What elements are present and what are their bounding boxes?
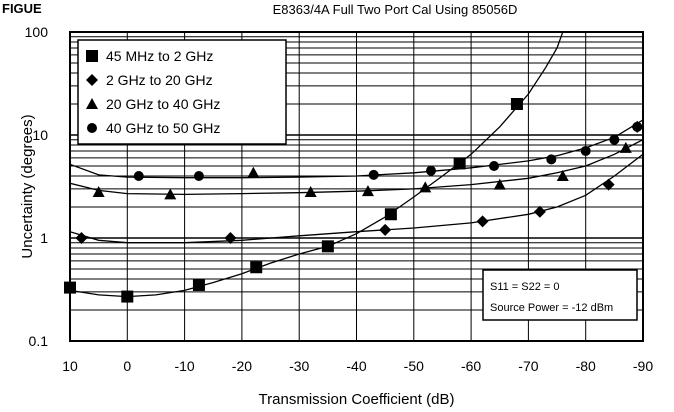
plot-frame bbox=[69, 31, 644, 342]
y-tick-label: 1 bbox=[40, 230, 48, 246]
data-point-circle bbox=[580, 145, 591, 156]
figure-corner-label: FIGUE bbox=[2, 1, 42, 16]
x-tick-label: -40 bbox=[346, 358, 366, 374]
x-tick-label: -50 bbox=[404, 358, 424, 374]
data-point-diamond bbox=[533, 205, 546, 218]
series-curve-2 bbox=[70, 139, 643, 196]
legend-entry-label: 2 GHz to 20 GHz bbox=[106, 72, 213, 88]
data-point-square bbox=[510, 97, 523, 110]
y-axis-ticks: 0.1 1 10 100 bbox=[25, 24, 49, 349]
data-point-circle bbox=[489, 161, 500, 172]
data-point-circle bbox=[193, 170, 204, 181]
data-point-diamond bbox=[602, 178, 615, 191]
x-tick-label: -20 bbox=[232, 358, 252, 374]
data-point-square bbox=[64, 281, 76, 294]
legend-box bbox=[77, 39, 287, 145]
data-point-diamond bbox=[224, 232, 237, 244]
data-point-triangle bbox=[247, 166, 260, 178]
data-point-diamond bbox=[75, 232, 88, 244]
data-point-triangle bbox=[304, 185, 317, 197]
x-tick-label: -90 bbox=[633, 358, 653, 374]
data-point-circle bbox=[368, 169, 379, 180]
x-tick-label: -30 bbox=[289, 358, 309, 374]
x-tick-label: -10 bbox=[174, 358, 194, 374]
x-tick-label: 10 bbox=[62, 358, 78, 374]
annotation-box: S11 = S22 = 0 Source Power = -12 dBm bbox=[482, 269, 638, 321]
x-tick-label: 0 bbox=[123, 358, 131, 374]
x-tick-label: -80 bbox=[576, 358, 596, 374]
legend-marker-circle bbox=[87, 123, 97, 133]
x-axis-title: Transmission Coefficient (dB) bbox=[259, 391, 455, 408]
annotation-line-power: Source Power = -12 dBm bbox=[490, 302, 613, 314]
data-point-triangle bbox=[361, 185, 374, 197]
data-point-circle bbox=[425, 165, 436, 176]
legend-entry-label: 40 GHz to 50 GHz bbox=[106, 120, 220, 136]
annotation-line-match: S11 = S22 = 0 bbox=[490, 281, 560, 293]
chart-title: E8363/4A Full Two Port Cal Using 85056D bbox=[273, 2, 518, 17]
y-tick-label: 0.1 bbox=[29, 333, 49, 349]
legend-entry-label: 20 GHz to 40 GHz bbox=[106, 96, 220, 112]
x-tick-label: -70 bbox=[518, 358, 538, 374]
data-point-circle bbox=[632, 121, 643, 132]
legend-marker-diamond bbox=[86, 74, 98, 86]
legend-entry-label: 45 MHz to 2 GHz bbox=[106, 48, 213, 64]
data-point-square bbox=[192, 278, 205, 291]
series-curve-0 bbox=[70, 32, 564, 298]
data-point-triangle bbox=[164, 188, 177, 200]
data-point-square bbox=[250, 261, 263, 274]
y-axis-title: Uncertainty (degrees) bbox=[19, 114, 36, 258]
data-point-circle bbox=[133, 170, 144, 181]
data-point-circle bbox=[609, 134, 620, 145]
y-tick-label: 10 bbox=[32, 127, 48, 143]
x-axis-ticks: 10 0 -10 -20 -30 -40 -50 -60 -70 -80 -90 bbox=[62, 358, 653, 374]
annotation-frame bbox=[482, 269, 638, 321]
data-point-triangle bbox=[556, 169, 569, 181]
data-point-diamond bbox=[379, 223, 392, 236]
data-point-square bbox=[321, 240, 334, 253]
x-tick-label: -60 bbox=[461, 358, 481, 374]
data-point-circle bbox=[546, 154, 557, 165]
data-point-square bbox=[384, 208, 397, 221]
data-point-triangle bbox=[619, 141, 632, 153]
legend: 45 MHz to 2 GHz 2 GHz to 20 GHz 20 GHz to … bbox=[77, 39, 287, 145]
legend-marker-triangle bbox=[86, 98, 98, 109]
data-point-triangle bbox=[92, 185, 105, 197]
data-point-diamond bbox=[476, 215, 489, 228]
data-point-square bbox=[121, 290, 134, 303]
y-tick-label: 100 bbox=[25, 24, 49, 40]
series-markers bbox=[64, 97, 644, 303]
data-point-triangle bbox=[493, 178, 506, 190]
legend-marker-square bbox=[86, 50, 98, 62]
data-point-square bbox=[453, 157, 466, 170]
data-point-triangle bbox=[419, 181, 432, 193]
